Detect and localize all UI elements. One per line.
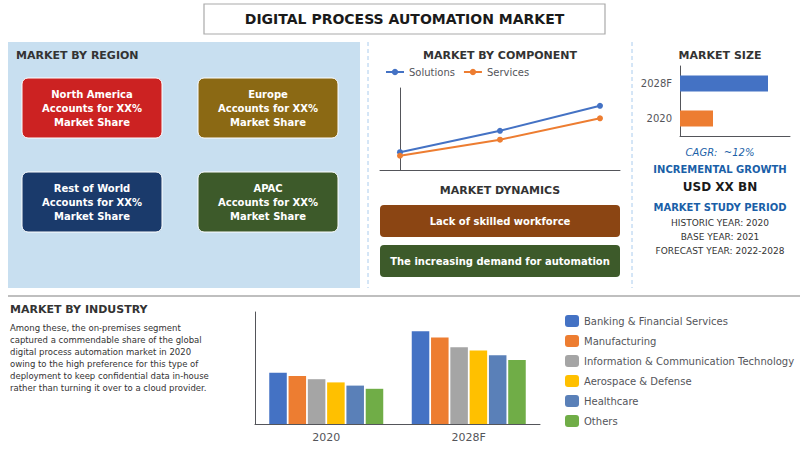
svg-text:rather than turning it over to: rather than turning it over to a cloud p… bbox=[10, 383, 206, 393]
svg-text:owing to the high preference f: owing to the high preference for this ty… bbox=[10, 359, 199, 369]
svg-text:MARKET STUDY PERIOD: MARKET STUDY PERIOD bbox=[653, 202, 786, 213]
svg-text:North America: North America bbox=[51, 89, 133, 100]
svg-text:Among these, the on-premises s: Among these, the on-premises segment bbox=[10, 323, 181, 333]
svg-text:MARKET SIZE: MARKET SIZE bbox=[679, 49, 762, 62]
svg-text:MARKET BY REGION: MARKET BY REGION bbox=[16, 49, 139, 62]
svg-text:Rest of World: Rest of World bbox=[54, 183, 130, 194]
svg-text:deployment to keep confidentia: deployment to keep confidential data in-… bbox=[10, 371, 209, 381]
svg-text:CAGR: ~12%: CAGR: ~12% bbox=[686, 147, 755, 158]
svg-text:Market Share: Market Share bbox=[230, 117, 306, 128]
svg-text:DIGITAL PROCESS AUTOMATION MAR: DIGITAL PROCESS AUTOMATION MARKET bbox=[245, 11, 565, 27]
svg-text:Solutions: Solutions bbox=[409, 67, 455, 78]
svg-text:Aerospace & Defense: Aerospace & Defense bbox=[584, 376, 692, 387]
svg-text:Accounts for XX%: Accounts for XX% bbox=[218, 103, 318, 114]
svg-text:Market Share: Market Share bbox=[230, 211, 306, 222]
svg-text:MARKET DYNAMICS: MARKET DYNAMICS bbox=[440, 184, 561, 197]
svg-text:HISTORIC YEAR: 2020: HISTORIC YEAR: 2020 bbox=[671, 218, 769, 228]
svg-text:Banking & Financial Services: Banking & Financial Services bbox=[584, 316, 728, 327]
svg-text:INCREMENTAL GROWTH: INCREMENTAL GROWTH bbox=[653, 164, 786, 175]
svg-text:Accounts for XX%: Accounts for XX% bbox=[42, 197, 142, 208]
svg-text:MARKET BY COMPONENT: MARKET BY COMPONENT bbox=[423, 49, 578, 62]
svg-text:digital process automation mar: digital process automation market in 202… bbox=[10, 347, 191, 357]
svg-text:2020: 2020 bbox=[312, 431, 340, 444]
svg-text:Others: Others bbox=[584, 416, 618, 427]
svg-text:FORECAST YEAR: 2022-2028: FORECAST YEAR: 2022-2028 bbox=[656, 246, 785, 256]
svg-text:Europe: Europe bbox=[248, 89, 288, 100]
svg-text:2028F: 2028F bbox=[641, 78, 672, 89]
svg-text:USD XX BN: USD XX BN bbox=[683, 180, 757, 194]
svg-text:BASE YEAR: 2021: BASE YEAR: 2021 bbox=[681, 232, 760, 242]
svg-text:Manufacturing: Manufacturing bbox=[584, 336, 656, 347]
svg-text:Market Share: Market Share bbox=[54, 117, 130, 128]
svg-text:APAC: APAC bbox=[253, 183, 282, 194]
svg-text:Accounts for XX%: Accounts for XX% bbox=[218, 197, 318, 208]
svg-text:Information & Communication Te: Information & Communication Technology bbox=[584, 356, 794, 367]
svg-text:The increasing demand for auto: The increasing demand for automation bbox=[390, 256, 610, 267]
svg-text:Services: Services bbox=[487, 67, 529, 78]
svg-text:2020: 2020 bbox=[647, 113, 672, 124]
svg-text:captured a commendable share o: captured a commendable share of the glob… bbox=[10, 335, 202, 345]
svg-text:Lack of skilled workforce: Lack of skilled workforce bbox=[430, 216, 571, 227]
svg-text:Accounts for XX%: Accounts for XX% bbox=[42, 103, 142, 114]
svg-text:Healthcare: Healthcare bbox=[584, 396, 639, 407]
svg-text:2028F: 2028F bbox=[452, 431, 486, 444]
svg-text:MARKET BY INDUSTRY: MARKET BY INDUSTRY bbox=[10, 303, 149, 316]
svg-text:Market Share: Market Share bbox=[54, 211, 130, 222]
